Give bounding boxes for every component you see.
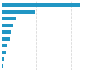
Bar	[2, 30, 11, 34]
Bar	[2, 64, 3, 68]
Bar	[2, 10, 35, 14]
Bar	[2, 3, 80, 7]
Bar	[2, 24, 13, 27]
Bar	[2, 17, 16, 21]
Bar	[2, 44, 7, 47]
Bar	[2, 57, 4, 61]
Bar	[2, 37, 10, 41]
Bar	[2, 50, 6, 54]
